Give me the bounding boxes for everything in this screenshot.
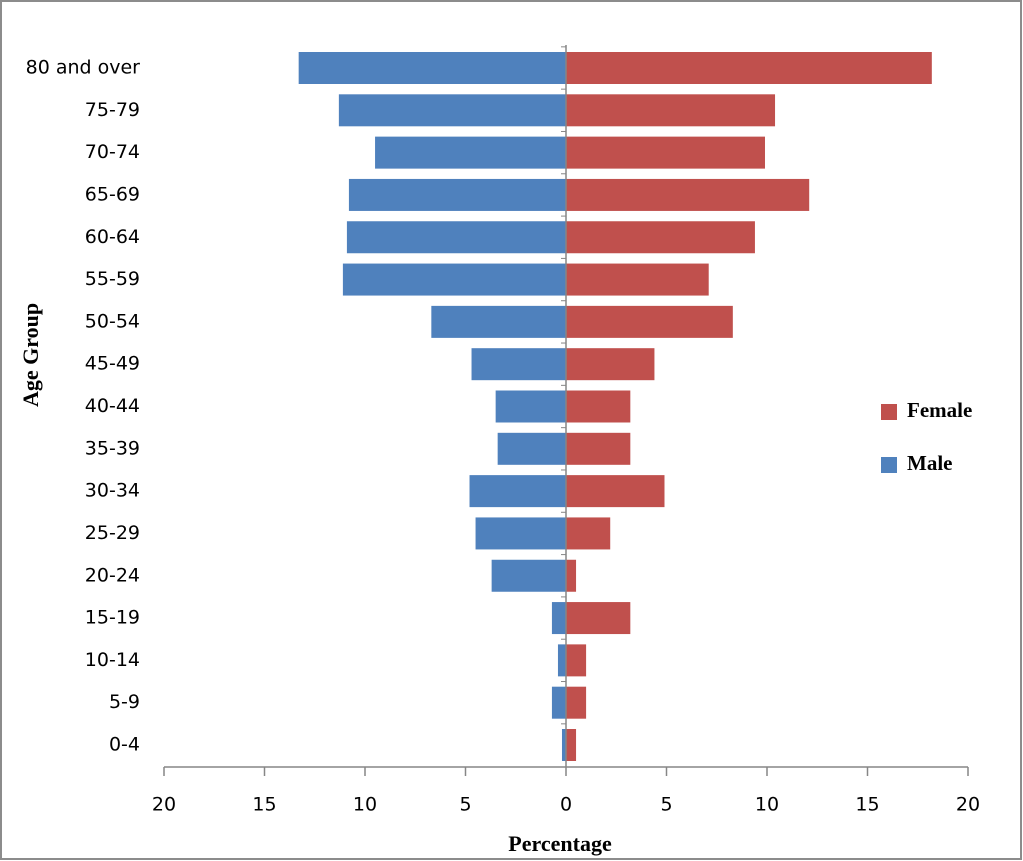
- y-tick-label: 40-44: [85, 395, 140, 417]
- y-tick-label: 60-64: [85, 226, 140, 248]
- bar: [431, 305, 566, 338]
- x-tick-label: 10: [353, 794, 377, 816]
- y-tick-label: 50-54: [85, 310, 140, 332]
- y-tick-label: 45-49: [85, 353, 140, 375]
- bar: [551, 686, 566, 719]
- bar: [557, 644, 566, 677]
- bar: [566, 94, 776, 127]
- y-tick-label: 65-69: [85, 183, 140, 205]
- bar: [566, 52, 932, 84]
- bar: [566, 305, 733, 338]
- bar: [566, 263, 709, 296]
- y-tick-label: 15-19: [85, 607, 140, 629]
- y-tick-label: 35-39: [85, 437, 140, 459]
- bar: [566, 686, 587, 719]
- x-tick-label: 15: [252, 794, 276, 816]
- y-tick-label: 25-29: [85, 522, 140, 544]
- legend-label: Female: [907, 398, 972, 422]
- y-tick-label: 0-4: [109, 734, 140, 756]
- x-tick-label: 20: [956, 794, 980, 816]
- y-tick-label: 70-74: [85, 141, 140, 163]
- bar: [469, 475, 566, 508]
- x-tick-label: 5: [660, 794, 672, 816]
- bar: [495, 390, 566, 423]
- legend-swatch: [881, 457, 897, 473]
- y-axis-label: Age Group: [18, 303, 43, 407]
- y-tick-label: 10-14: [85, 649, 140, 671]
- bar: [566, 475, 665, 508]
- bar: [566, 221, 755, 254]
- bar: [338, 94, 566, 127]
- x-axis-label: Percentage: [508, 831, 612, 856]
- x-tick-label: 0: [560, 794, 572, 816]
- bar: [375, 136, 566, 169]
- bar: [561, 729, 566, 761]
- legend-label: Male: [907, 451, 952, 475]
- x-tick-label: 20: [152, 794, 176, 816]
- bar: [566, 729, 577, 761]
- y-tick-label: 20-24: [85, 564, 140, 586]
- y-tick-label: 30-34: [85, 480, 140, 502]
- bar: [497, 432, 566, 465]
- bar: [342, 263, 566, 296]
- x-tick-label: 10: [755, 794, 779, 816]
- bar: [566, 136, 765, 169]
- bar: [346, 221, 566, 254]
- bar: [566, 432, 631, 465]
- bar: [566, 348, 655, 381]
- y-tick-label: 80 and over: [26, 57, 141, 79]
- y-tick-label: 55-59: [85, 268, 140, 290]
- y-tick-label: 5-9: [109, 691, 140, 713]
- bar: [566, 644, 587, 677]
- bar: [566, 390, 631, 423]
- bar: [471, 348, 566, 381]
- bar: [566, 602, 631, 635]
- bar: [348, 178, 566, 211]
- legend-swatch: [881, 404, 897, 420]
- bar: [491, 559, 566, 592]
- y-tick-label: 75-79: [85, 99, 140, 121]
- bar: [298, 52, 566, 84]
- x-tick-label: 5: [459, 794, 471, 816]
- bar: [566, 559, 577, 592]
- bar: [566, 517, 611, 550]
- bar: [551, 602, 566, 635]
- bar: [475, 517, 566, 550]
- bar: [566, 178, 810, 211]
- x-tick-label: 15: [855, 794, 879, 816]
